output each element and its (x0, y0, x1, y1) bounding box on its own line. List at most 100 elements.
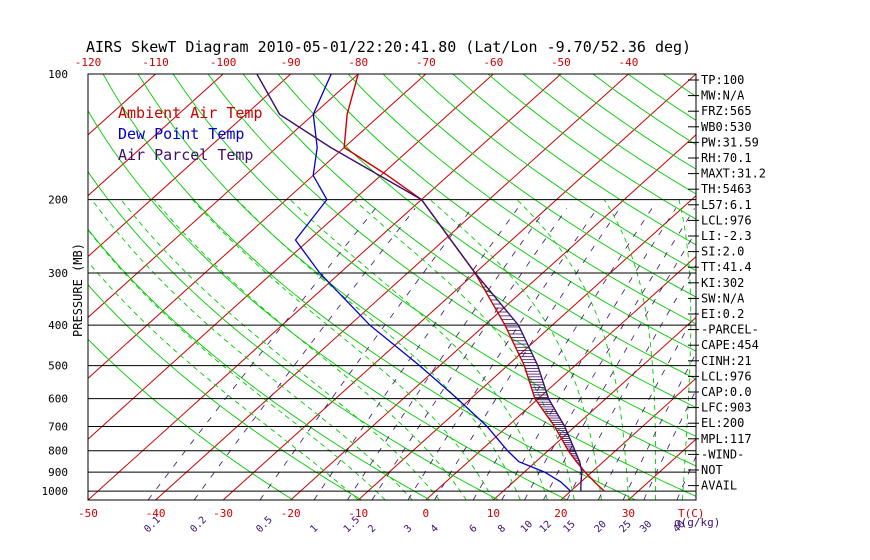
mixing-ratio-label: 20 (593, 519, 609, 535)
stability-index-item: TT:41.4 (701, 260, 752, 274)
mixing-ratio-line (147, 208, 376, 500)
isotherm-line (88, 74, 494, 440)
isotherm-line (88, 74, 292, 258)
dry-adiabat-line (242, 74, 696, 408)
bottom-temp-tick-label: -10 (348, 507, 368, 520)
mixing-ratio-label: 30 (638, 519, 654, 535)
top-temp-tick-label: -110 (142, 56, 169, 69)
stability-index-item: LCL:976 (701, 369, 752, 383)
mixing-ratio-line (524, 208, 695, 500)
mixing-ratio-label: 2 (366, 523, 378, 535)
dry-adiabat-line (207, 74, 696, 437)
moist-adiabat-line (120, 199, 440, 500)
pressure-tick-label: 900 (48, 466, 68, 479)
top-temp-tick-label: -120 (75, 56, 102, 69)
bottom-temp-tick-label: -40 (146, 507, 166, 520)
stability-index-item: CAP:0.0 (701, 385, 752, 399)
x-axis-label: T(C) (678, 507, 705, 520)
moist-adiabat-line (516, 199, 629, 500)
isotherm-line (88, 74, 562, 500)
isotherm-line (560, 377, 696, 500)
dry-adiabat-line (88, 228, 431, 500)
mixing-ratio-label: 25 (617, 519, 633, 535)
top-temp-tick-label: -70 (416, 56, 436, 69)
isotherm-line (155, 74, 629, 500)
dry-adiabat-line (102, 74, 636, 500)
pressure-tick-label: 600 (48, 393, 68, 406)
stability-index-item: SW:N/A (701, 291, 745, 305)
isotherm-line (831, 74, 870, 500)
bottom-temp-tick-label: -30 (213, 507, 233, 520)
dry-adiabat-line (312, 74, 696, 352)
stability-index-item: WB0:530 (701, 120, 752, 134)
dry-adiabat-line (347, 74, 696, 325)
moist-adiabat-line (353, 199, 575, 500)
moist-adiabat-line (91, 199, 413, 500)
y-axis-label: PRESSURE (MB) (71, 243, 85, 337)
dry-adiabat-line (662, 74, 696, 97)
plot-frame (87, 73, 697, 501)
isotherm-line (290, 134, 696, 500)
dry-adiabat-line (88, 338, 294, 500)
moist-adiabat-line (88, 261, 359, 500)
profile-lines (256, 74, 605, 492)
bottom-temp-tick-label: 0 (422, 507, 429, 520)
stability-index-item: CINH:21 (701, 354, 752, 368)
mixing-ratio-line (676, 455, 696, 500)
isotherm-line (764, 74, 870, 500)
stability-index-item: FRZ:565 (701, 104, 752, 118)
mixing-ratio-line (501, 208, 677, 500)
mixing-ratio-label: 0.5 (254, 515, 275, 536)
mixing-ratio-label: 6 (468, 523, 480, 535)
mixing-ratio-line (566, 264, 696, 500)
moist-adiabat-line (289, 199, 548, 500)
stability-index-item: LI:-2.3 (701, 229, 752, 243)
dry-adiabat-line (88, 109, 568, 500)
isotherm-line (88, 74, 359, 319)
stability-index-item: CAPE:454 (701, 338, 759, 352)
top-temp-tick-label: -50 (551, 56, 571, 69)
legend-entry: Ambient Air Temp (118, 104, 263, 122)
dry-adiabat-line (487, 74, 696, 220)
moist-adiabat-line (88, 229, 386, 500)
mixing-ratio-line (597, 311, 696, 500)
dry-adiabat-line (382, 74, 696, 298)
pressure-tick-label: 1000 (42, 485, 69, 498)
stability-index-item: NOT (701, 463, 723, 477)
ambient-temp-line (343, 74, 605, 492)
isotherm-line (357, 195, 696, 500)
mixing-ratio-label: 15 (561, 519, 577, 535)
mixing-ratio-label: 0.2 (188, 515, 209, 536)
top-temp-tick-label: -100 (210, 56, 237, 69)
mixing-ratio-line (259, 208, 473, 500)
mixing-ratio-label: 12 (538, 519, 554, 535)
mixing-ratio-label: 10 (519, 519, 535, 535)
dry-adiabat-line (172, 74, 696, 467)
mixing-ratio-line (193, 208, 416, 500)
bottom-temp-tick-label: -20 (281, 507, 301, 520)
stability-index-item: TP:100 (701, 73, 744, 87)
mixing-ratio-line (643, 389, 696, 500)
mixing-ratio-line (472, 208, 653, 500)
dewpoint-temp-line (294, 74, 572, 492)
bottom-temp-tick-labels: -50 -40 -30 -20 -10 0 10 20 30 (78, 507, 635, 520)
stability-index-item: -WIND- (701, 447, 744, 461)
bottom-temp-tick-label: -50 (78, 507, 98, 520)
pressure-tick-label: 100 (48, 68, 68, 81)
pressure-tick-label: 500 (48, 360, 68, 373)
top-temp-tick-label: -40 (619, 56, 639, 69)
top-temp-tick-label: -60 (483, 56, 503, 69)
stability-index-item: MAXT:31.2 (701, 167, 766, 181)
chart-title: AIRS SkewT Diagram 2010-05-01/22:20:41.8… (86, 38, 691, 56)
dry-adiabat-line (137, 74, 696, 497)
isotherm-line (88, 74, 427, 379)
dry-adiabat-line (768, 74, 870, 500)
stability-index-item: KI:302 (701, 276, 744, 290)
stability-index-item: SI:2.0 (701, 245, 744, 259)
top-temp-tick-labels: -120 -110 -100 -90 -80 -70 -60 -50 -40 (75, 56, 639, 69)
stability-index-item: -PARCEL- (701, 323, 759, 337)
mixing-ratio-line (347, 208, 547, 500)
stability-index-item: EL:200 (701, 416, 744, 430)
